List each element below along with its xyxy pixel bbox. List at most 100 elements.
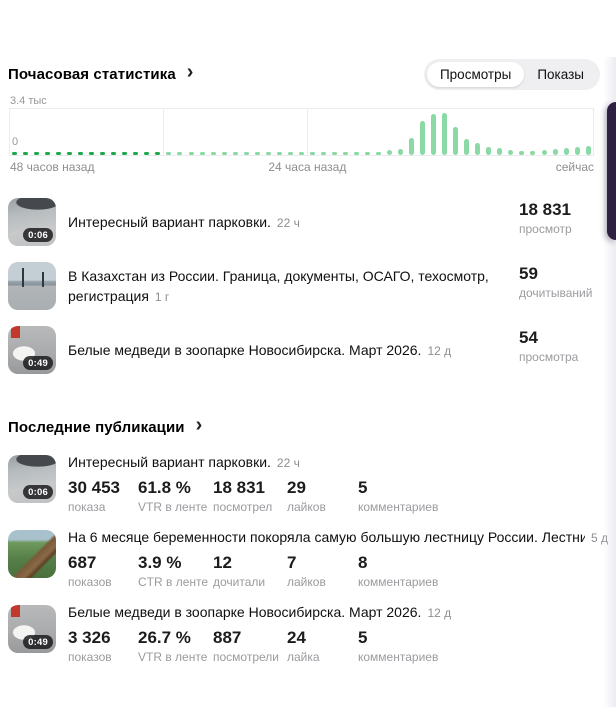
video-age: 1 г xyxy=(154,289,170,304)
publications-header: Последние публикации › xyxy=(8,414,608,438)
chart-bar xyxy=(166,152,172,155)
stat-label: показов xyxy=(68,575,112,589)
stat-ctr: 3.9 % CTR в ленте xyxy=(138,552,213,589)
video-thumbnail-border-road xyxy=(8,262,56,310)
stat-label: VTR в ленте xyxy=(138,500,208,514)
stat-comments: 5 комментариев xyxy=(358,627,438,664)
chart-bar xyxy=(122,152,128,155)
publication-age: 5 д xyxy=(590,531,608,545)
toggle-shows-button[interactable]: Показы xyxy=(524,62,597,87)
stat-impressions: 687 показов xyxy=(68,552,138,589)
collapsed-side-panel[interactable] xyxy=(607,102,616,240)
stat-value: 887 xyxy=(213,628,242,647)
video-thumbnail-polar-bear: 0:49 xyxy=(8,326,56,374)
chart-bar xyxy=(298,152,304,155)
chart-bar xyxy=(265,152,271,155)
stat-views: 18 831 посмотрел xyxy=(213,477,287,514)
stat-label: показа xyxy=(68,500,106,514)
video-row-2[interactable]: В Казахстан из России. Граница, документ… xyxy=(8,260,608,312)
video-row-3[interactable]: 0:49 Белые медведи в зоопарке Новосибирс… xyxy=(8,324,608,376)
stat-value: 5 xyxy=(358,478,368,497)
video-thumbnail-snow-road: 0:06 xyxy=(8,198,56,246)
duration-badge: 0:49 xyxy=(23,635,53,649)
publication-body: Белые медведи в зоопарке Новосибирска. М… xyxy=(68,603,608,664)
stat-value: 7 xyxy=(287,553,297,572)
stat-impressions: 3 326 показов xyxy=(68,627,138,664)
duration-badge: 0:06 xyxy=(23,485,53,499)
x-label-now: сейчас xyxy=(555,160,594,174)
chart-bar xyxy=(320,152,326,155)
chart-bar xyxy=(331,152,337,155)
stat-label: просмотра xyxy=(519,350,579,364)
stat-likes: 29 лайков xyxy=(287,477,358,514)
chart-bar xyxy=(342,152,348,155)
chart-bar xyxy=(353,152,359,155)
top-videos-list: 0:06 Интересный вариант парковки. 22 ч 18… xyxy=(8,196,608,376)
stat-vtr: 61.8 % VTR в ленте xyxy=(138,477,213,514)
video-title-wrap: Интересный вариант парковки. 22 ч xyxy=(68,212,513,233)
publications-title[interactable]: Последние публикации xyxy=(8,418,185,436)
chart-bar xyxy=(100,152,106,155)
chart-bar xyxy=(387,150,393,155)
views-shows-toggle: Просмотры Показы xyxy=(423,58,600,90)
stat-label: VTR в ленте xyxy=(138,650,208,664)
stat-vtr: 26.7 % VTR в ленте xyxy=(138,627,213,664)
chart-bar xyxy=(464,139,470,155)
stat-label: показов xyxy=(68,650,112,664)
stat-value: 24 xyxy=(287,628,306,647)
chart-bar xyxy=(365,152,370,155)
publication-body: Интересный вариант парковки. 22 ч 30 453 … xyxy=(68,453,608,514)
stat-label: CTR в ленте xyxy=(138,575,209,589)
video-age: 22 ч xyxy=(276,215,300,230)
chevron-right-icon[interactable]: › xyxy=(186,61,194,83)
chart-bar xyxy=(574,147,580,155)
chart-y-max-label: 3.4 тыс xyxy=(10,95,47,107)
publication-row-2[interactable]: На 6 месяце беременности покоряла самую … xyxy=(8,528,608,589)
stat-label: комментариев xyxy=(358,500,439,514)
chart-bar xyxy=(497,148,503,155)
hourly-stats-header: Почасовая статистика › Просмотры Показы xyxy=(8,57,608,91)
video-row-1[interactable]: 0:06 Интересный вариант парковки. 22 ч 18… xyxy=(8,196,608,248)
chart-bar xyxy=(287,152,293,155)
stat-label: комментариев xyxy=(358,575,439,589)
stat-value: 12 xyxy=(213,553,232,572)
stat-label: комментариев xyxy=(358,650,439,664)
stat-value: 3 326 xyxy=(68,628,111,647)
chart-bar xyxy=(475,143,481,155)
stat-views: 887 посмотрели xyxy=(213,627,287,664)
stat-label: дочитали xyxy=(213,575,266,589)
chart-bar xyxy=(12,152,17,155)
chart-bar xyxy=(144,152,150,155)
stat-value: 59 xyxy=(519,264,538,283)
chart-x-axis: 48 часов назад 24 часа назад сейчас xyxy=(9,156,594,176)
x-label-48h: 48 часов назад xyxy=(10,160,95,174)
chart-bar xyxy=(111,152,117,155)
chart-bar xyxy=(376,152,382,155)
stat-label: лайка xyxy=(287,650,320,664)
chart-bar xyxy=(276,152,282,155)
hourly-stats-title[interactable]: Почасовая статистика xyxy=(8,65,176,83)
duration-badge: 0:49 xyxy=(23,356,53,370)
publication-row-3[interactable]: 0:49 Белые медведи в зоопарке Новосибирс… xyxy=(8,603,608,664)
stat-value: 18 831 xyxy=(519,200,571,219)
chart-bar xyxy=(221,152,227,155)
stat-value: 30 453 xyxy=(68,478,120,497)
chart-bar xyxy=(442,113,448,155)
chart-bar xyxy=(563,148,569,155)
x-label-24h: 24 часа назад xyxy=(268,160,347,174)
chart-bar xyxy=(232,152,238,155)
toggle-views-button[interactable]: Просмотры xyxy=(426,61,525,87)
chevron-right-icon[interactable]: › xyxy=(195,414,203,436)
hourly-chart-plot: 0 xyxy=(9,108,594,156)
chart-bar xyxy=(133,152,139,155)
publications-list: 0:06 Интересный вариант парковки. 22 ч 30… xyxy=(8,453,608,664)
stat-label: дочитываний xyxy=(519,286,593,300)
publication-row-1[interactable]: 0:06 Интересный вариант парковки. 22 ч 30… xyxy=(8,453,608,514)
stat-value: 18 831 xyxy=(213,478,265,497)
chart-y-zero-label: 0 xyxy=(12,136,19,148)
stat-value: 29 xyxy=(287,478,306,497)
stat-label: лайков xyxy=(287,575,326,589)
chart-bar xyxy=(34,152,40,155)
video-title: Белые медведи в зоопарке Новосибирска. М… xyxy=(68,341,422,358)
video-title-wrap: Белые медведи в зоопарке Новосибирска. М… xyxy=(68,340,513,361)
